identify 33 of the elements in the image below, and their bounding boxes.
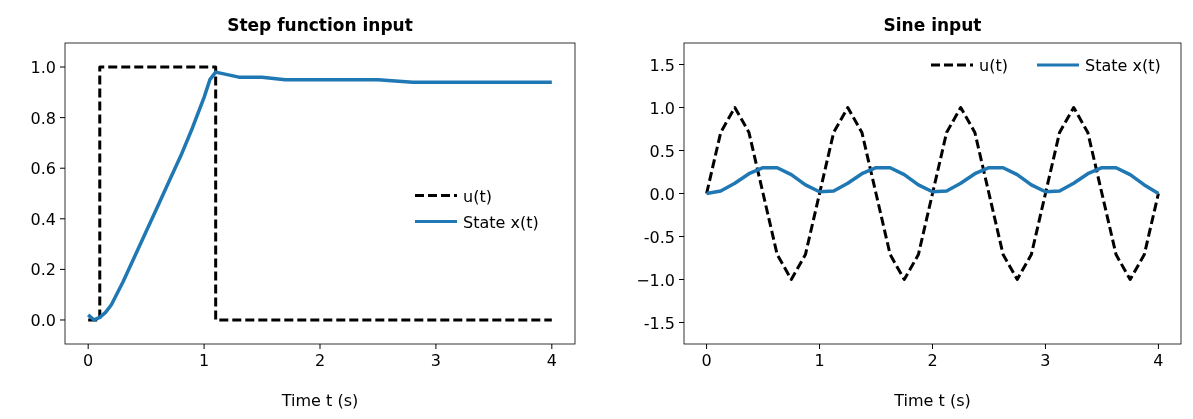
line-series [705, 106, 1160, 281]
y-tick-label: 0.4 [30, 209, 56, 229]
legend-label: State x(t) [463, 212, 539, 232]
chart-title: Sine input [883, 15, 982, 35]
y-tick-label: 0.0 [30, 310, 56, 330]
y-tick-label: 0.0 [649, 184, 675, 204]
y-tick-label: 1.0 [30, 58, 56, 78]
x-tick-label: 4 [546, 351, 557, 370]
y-tick-label: -1.5 [643, 313, 675, 333]
legend-label: State x(t) [1085, 56, 1161, 75]
x-tick-label: 4 [1153, 351, 1164, 370]
x-tick-label: 0 [701, 351, 712, 370]
x-axis-title: Time t (s) [893, 391, 971, 410]
y-tick-label: 0.5 [649, 141, 675, 161]
y-tick-label: −1.0 [636, 270, 675, 290]
y-tick-label: 0.6 [30, 159, 56, 179]
y-tick-label: 1.5 [649, 55, 675, 75]
legend-label: u(t) [463, 186, 492, 206]
line-series [704, 165, 1161, 196]
y-tick-label: 0.8 [30, 108, 56, 128]
x-tick-label: 0 [83, 351, 94, 370]
chart-title: Step function input [227, 15, 413, 35]
x-tick-label: 3 [1040, 351, 1051, 370]
x-tick-label: 2 [927, 351, 938, 370]
y-tick-label: 0.2 [30, 260, 56, 280]
x-tick-label: 1 [199, 351, 210, 370]
y-tick-label: 1.0 [649, 98, 675, 118]
x-tick-label: 1 [814, 351, 825, 370]
legend-label: u(t) [979, 56, 1008, 75]
x-tick-label: 3 [430, 351, 441, 370]
y-tick-label: -0.5 [643, 227, 675, 247]
x-axis-title: Time t (s) [280, 391, 359, 410]
x-tick-label: 2 [314, 351, 326, 370]
